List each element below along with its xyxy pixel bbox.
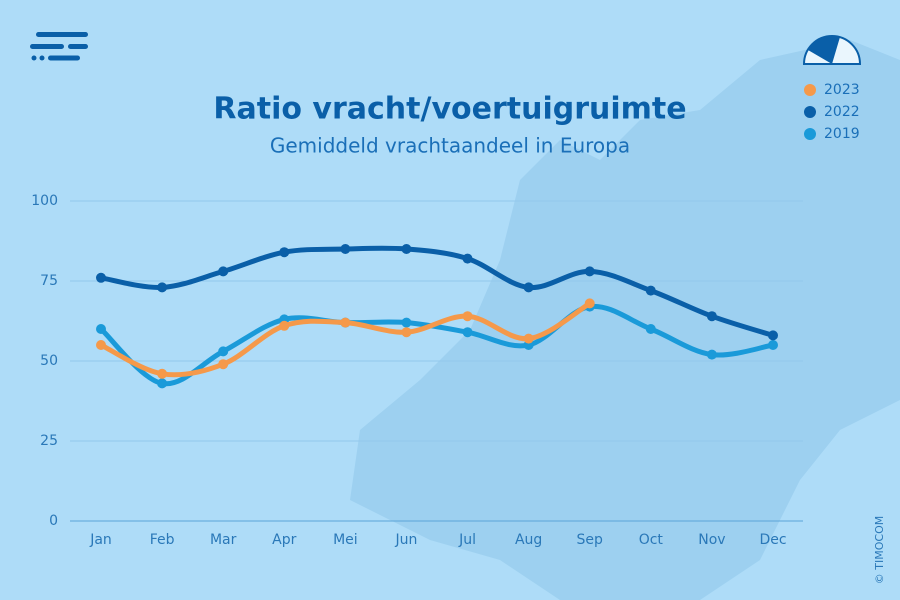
data-point <box>706 311 717 322</box>
y-tick-label: 25 <box>40 433 58 449</box>
y-tick-label: 75 <box>40 273 58 289</box>
gauge-icon <box>802 35 862 65</box>
x-tick-label: Mei <box>333 532 358 548</box>
data-point <box>96 340 106 350</box>
data-point <box>157 368 168 379</box>
data-point <box>523 282 534 293</box>
data-point <box>401 327 412 338</box>
x-tick-label: Aug <box>515 532 542 548</box>
data-point <box>645 285 656 296</box>
x-tick-label: Dec <box>759 532 786 548</box>
data-point <box>279 247 290 258</box>
data-point <box>401 317 412 328</box>
x-tick-label: Jul <box>458 532 476 548</box>
x-tick-label: Feb <box>150 532 175 548</box>
logo <box>30 32 88 61</box>
data-point <box>340 244 351 254</box>
chart-subtitle: Gemiddeld vrachtaandeel in Europa <box>270 134 630 158</box>
data-point <box>218 346 229 357</box>
legend-label: 2022 <box>824 104 860 120</box>
y-tick-label: 0 <box>49 513 58 529</box>
data-point <box>706 349 717 360</box>
data-point <box>157 282 168 293</box>
x-tick-label: Mar <box>210 532 237 548</box>
data-point <box>96 324 106 334</box>
legend-marker <box>804 84 816 96</box>
data-point <box>157 378 168 389</box>
x-tick-label: Jan <box>89 532 112 548</box>
data-point <box>523 333 534 344</box>
data-point <box>401 244 412 254</box>
legend-marker <box>804 106 816 118</box>
data-point <box>462 327 473 338</box>
data-point <box>768 340 778 350</box>
data-point <box>584 298 595 309</box>
map-decoration <box>350 40 900 600</box>
data-point <box>279 320 290 331</box>
data-point <box>218 359 229 370</box>
data-point <box>462 311 473 322</box>
data-point <box>768 330 778 341</box>
chart-title: Ratio vracht/voertuigruimte <box>213 92 686 127</box>
data-point <box>462 253 473 264</box>
data-point <box>96 272 106 283</box>
x-tick-label: Apr <box>272 532 296 548</box>
data-point <box>584 266 595 277</box>
y-tick-label: 50 <box>40 353 58 369</box>
legend-marker <box>804 128 816 140</box>
data-point <box>218 266 229 277</box>
data-point <box>340 317 351 328</box>
x-tick-label: Sep <box>577 532 604 548</box>
x-tick-label: Oct <box>639 532 664 548</box>
x-tick-label: Jun <box>395 532 418 548</box>
legend-label: 2019 <box>824 126 860 142</box>
y-tick-label: 100 <box>31 193 58 209</box>
legend-label: 2023 <box>824 82 860 98</box>
credit: © TIMOCOM <box>873 516 886 584</box>
data-point <box>645 324 656 334</box>
x-tick-label: Nov <box>698 532 725 548</box>
